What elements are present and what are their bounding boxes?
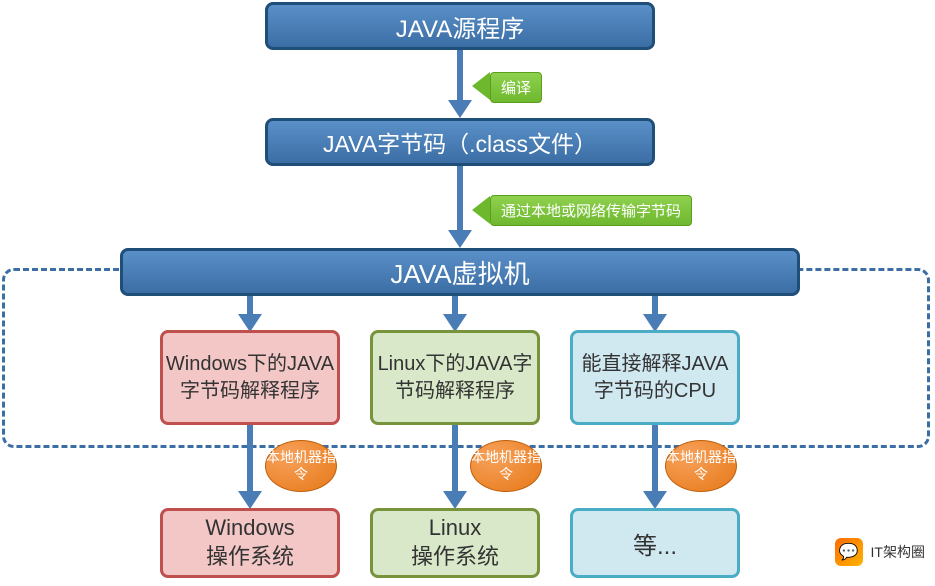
node-label: Windows 操作系统	[205, 514, 294, 571]
node-interp-windows: Windows下的JAVA字节码解释程序	[160, 330, 340, 425]
arrow-source-to-bytecode	[457, 50, 472, 118]
oval-native-instr-2: 本地机器指令	[470, 440, 542, 492]
arrow-linux-to-os	[452, 425, 467, 509]
oval-label: 本地机器指令	[666, 449, 736, 483]
node-os-linux: Linux 操作系统	[370, 508, 540, 578]
node-jvm: JAVA虚拟机	[120, 248, 800, 296]
node-label: Windows下的JAVA字节码解释程序	[163, 351, 337, 405]
callout-arrow-transfer	[472, 196, 490, 224]
chat-icon: 💬	[835, 538, 863, 566]
callout-arrow-compile	[472, 72, 490, 100]
watermark: 💬 IT架构圈	[835, 538, 925, 566]
node-label: Linux 操作系统	[411, 514, 499, 571]
node-os-etc: 等...	[570, 508, 740, 578]
node-label: JAVA虚拟机	[390, 254, 529, 291]
node-interp-cpu: 能直接解释JAVA字节码的CPU	[570, 330, 740, 425]
node-label: JAVA字节码（.class文件）	[323, 125, 597, 159]
oval-native-instr-1: 本地机器指令	[265, 440, 337, 492]
node-label: Linux下的JAVA字节码解释程序	[373, 351, 537, 405]
callout-label: 通过本地或网络传输字节码	[501, 200, 681, 221]
node-java-bytecode: JAVA字节码（.class文件）	[265, 118, 655, 166]
arrow-win-to-os	[247, 425, 262, 509]
node-label: 能直接解释JAVA字节码的CPU	[573, 351, 737, 405]
arrow-jvm-to-win	[247, 296, 262, 332]
watermark-text: IT架构圈	[871, 542, 925, 562]
node-java-source: JAVA源程序	[265, 2, 655, 50]
node-interp-linux: Linux下的JAVA字节码解释程序	[370, 330, 540, 425]
callout-transfer: 通过本地或网络传输字节码	[490, 195, 692, 226]
node-label: 等...	[633, 526, 677, 561]
callout-compile: 编译	[490, 72, 542, 103]
arrow-jvm-to-cpu	[652, 296, 667, 332]
node-label: JAVA源程序	[396, 9, 524, 44]
oval-native-instr-3: 本地机器指令	[665, 440, 737, 492]
arrow-bytecode-to-jvm	[457, 166, 472, 248]
node-os-windows: Windows 操作系统	[160, 508, 340, 578]
callout-label: 编译	[501, 77, 531, 98]
oval-label: 本地机器指令	[266, 449, 336, 483]
oval-label: 本地机器指令	[471, 449, 541, 483]
arrow-jvm-to-linux	[452, 296, 467, 332]
